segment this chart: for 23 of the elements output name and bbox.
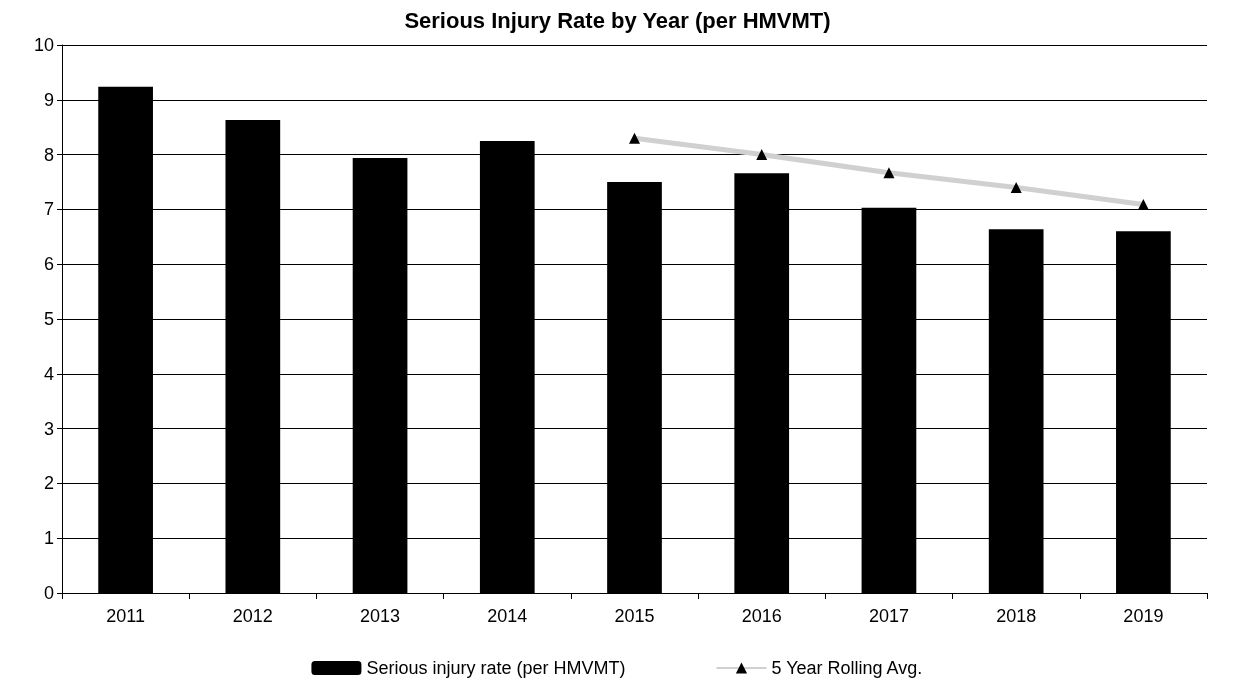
x-tick-label: 2014	[487, 606, 528, 626]
x-tick-label: 2018	[996, 606, 1037, 626]
legend-label: 5 Year Rolling Avg.	[771, 658, 923, 678]
y-tick-label: 0	[43, 583, 54, 603]
x-tick-label: 2015	[614, 606, 655, 626]
legend-label: Serious injury rate (per HMVMT)	[366, 658, 626, 678]
x-tick-label: 2012	[232, 606, 273, 626]
chart-title: Serious Injury Rate by Year (per HMVMT)	[404, 7, 831, 33]
y-tick-label: 8	[43, 144, 54, 165]
y-tick-label: 1	[43, 528, 54, 549]
x-tick-label: 2013	[360, 606, 401, 626]
y-tick-label: 5	[43, 309, 54, 329]
y-tick-label: 2	[43, 473, 54, 494]
x-tick-label: 2019	[1123, 606, 1164, 626]
y-tick-label: 3	[43, 418, 54, 439]
y-tick-label: 6	[43, 254, 54, 275]
y-tick-label: 10	[33, 35, 54, 55]
y-tick-label: 4	[43, 363, 54, 384]
y-tick-label: 9	[43, 89, 54, 110]
x-tick-label: 2017	[868, 606, 909, 626]
y-tick-label: 7	[43, 199, 54, 220]
x-tick-label: 2011	[106, 606, 145, 626]
x-tick-label: 2016	[741, 606, 782, 626]
